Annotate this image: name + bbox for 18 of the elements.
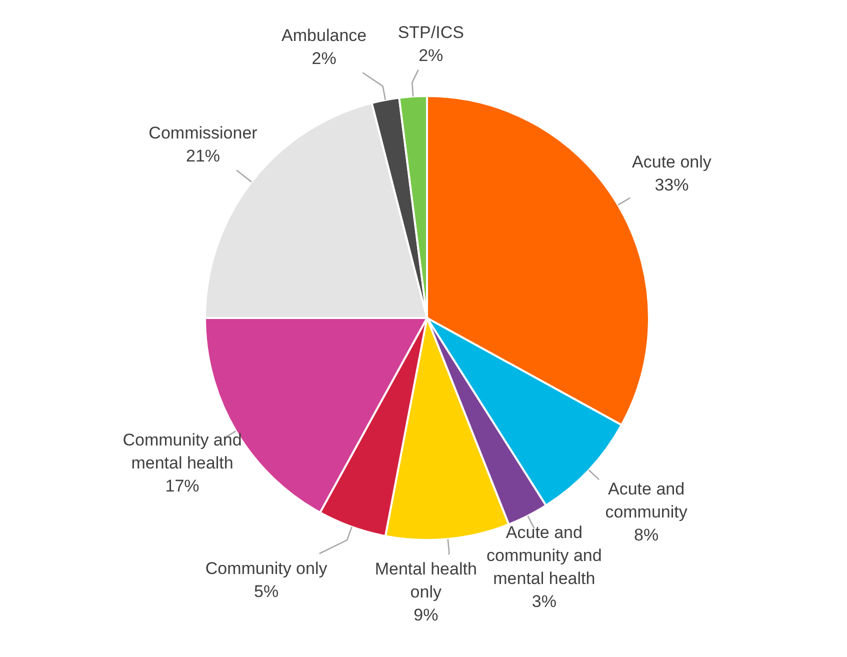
data-label: 2% bbox=[418, 46, 444, 66]
slice-label: Acute and community bbox=[605, 479, 688, 522]
data-label: 17% bbox=[165, 476, 200, 496]
slice-label: Community and mental health bbox=[122, 430, 242, 472]
data-label: 9% bbox=[414, 606, 438, 625]
slice-label: Ambulance bbox=[282, 26, 367, 45]
data-label: 3% bbox=[532, 592, 556, 612]
data-label: 5% bbox=[254, 582, 279, 601]
slice-label: Community only bbox=[205, 558, 328, 578]
data-label: 2% bbox=[312, 48, 336, 68]
data-label: 21% bbox=[186, 146, 220, 166]
slice-label: Acute and community and mental health bbox=[486, 523, 602, 588]
slice-label: Commissioner bbox=[148, 124, 258, 142]
data-label: 33% bbox=[654, 176, 689, 195]
data-label: 8% bbox=[634, 525, 659, 544]
slice-label: STP/ICS bbox=[398, 23, 464, 42]
slice-label: Mental health only bbox=[374, 560, 477, 602]
slice-label: Acute only bbox=[632, 152, 712, 172]
